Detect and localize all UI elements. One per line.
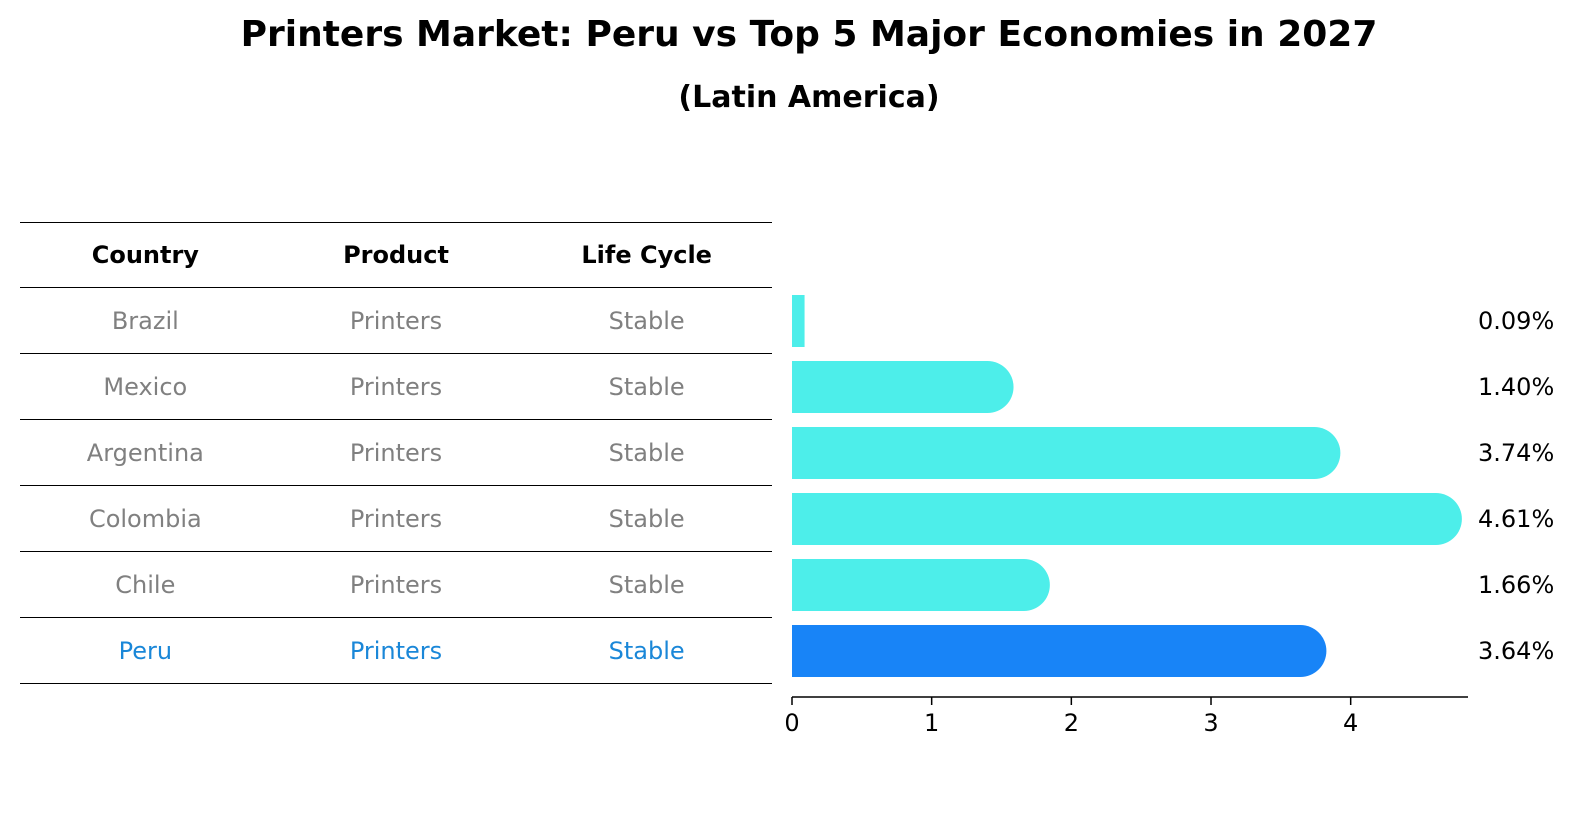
- value-label-colombia: 4.61%: [1478, 505, 1554, 533]
- table-row-highlight: Peru Printers Stable: [20, 618, 772, 684]
- table-row: Mexico Printers Stable: [20, 354, 772, 420]
- bar-peru: [792, 625, 1327, 677]
- table-header-row: Country Product Life Cycle: [20, 222, 772, 288]
- value-label-argentina: 3.74%: [1478, 439, 1554, 467]
- x-tick-label: 4: [1343, 709, 1358, 737]
- cell-product: Printers: [349, 570, 443, 599]
- cell-product: Printers: [349, 306, 443, 335]
- cell-country: Chile: [115, 570, 176, 599]
- cell-life-cycle: Stable: [608, 372, 685, 401]
- cell-country: Brazil: [111, 306, 179, 335]
- bar-chile: [792, 559, 1050, 611]
- table-row: Argentina Printers Stable: [20, 420, 772, 486]
- cell-country: Peru: [118, 636, 173, 665]
- bar-mexico: [792, 361, 1014, 413]
- x-tick-label: 2: [1064, 709, 1079, 737]
- chart-subtitle: (Latin America): [678, 80, 940, 115]
- table-row: Chile Printers Stable: [20, 552, 772, 618]
- header-product: Product: [343, 241, 449, 269]
- header-life-cycle: Life Cycle: [581, 241, 712, 269]
- data-table: Country Product Life Cycle Brazil Printe…: [20, 222, 772, 684]
- cell-life-cycle: Stable: [608, 438, 685, 467]
- cell-product: Printers: [349, 504, 443, 533]
- x-tick-label: 3: [1203, 709, 1218, 737]
- chart-title: Printers Market: Peru vs Top 5 Major Eco…: [240, 14, 1378, 55]
- cell-life-cycle: Stable: [608, 636, 685, 665]
- cell-country: Argentina: [86, 438, 204, 467]
- value-label-chile: 1.66%: [1478, 571, 1554, 599]
- bar-brazil: [792, 295, 805, 347]
- bar-colombia: [792, 493, 1462, 545]
- cell-country: Colombia: [88, 504, 202, 533]
- cell-country: Mexico: [103, 372, 188, 401]
- cell-product: Printers: [349, 438, 443, 467]
- x-tick-label: 0: [784, 709, 799, 737]
- cell-life-cycle: Stable: [608, 306, 685, 335]
- cell-product: Printers: [349, 636, 443, 665]
- header-country: Country: [91, 241, 199, 269]
- table-row: Colombia Printers Stable: [20, 486, 772, 552]
- x-tick-label: 1: [924, 709, 939, 737]
- value-label-brazil: 0.09%: [1478, 307, 1554, 335]
- cell-life-cycle: Stable: [608, 504, 685, 533]
- cell-life-cycle: Stable: [608, 570, 685, 599]
- value-label-peru: 3.64%: [1478, 637, 1554, 665]
- value-label-mexico: 1.40%: [1478, 373, 1554, 401]
- cell-product: Printers: [349, 372, 443, 401]
- table-row: Brazil Printers Stable: [20, 288, 772, 354]
- bar-argentina: [792, 427, 1341, 479]
